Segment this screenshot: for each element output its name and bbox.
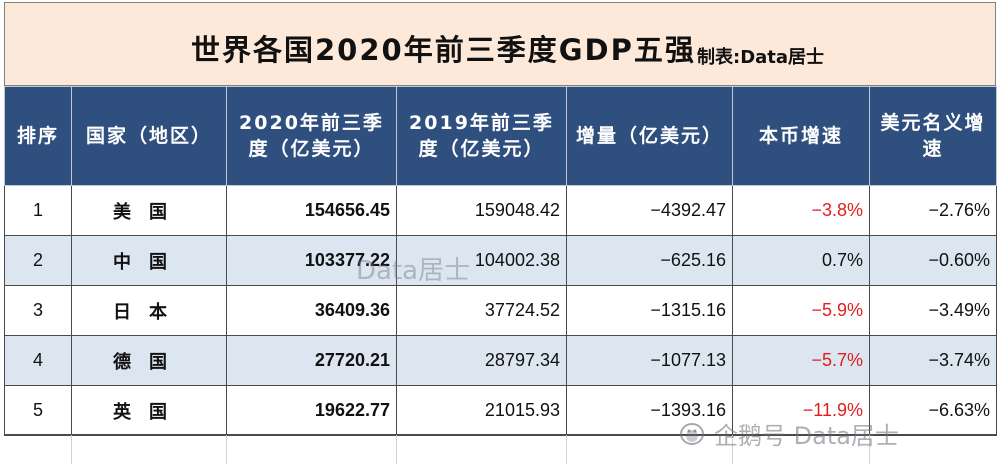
header-row: 排序 国家（地区） 2020年前三季度（亿美元） 2019年前三季度（亿美元） … [4,86,997,186]
rank-cell: 5 [4,385,72,436]
header-rank: 排序 [4,86,72,186]
gdp-2020-cell: 154656.45 [226,185,397,236]
table-row: 5 英国 19622.77 21015.93 −1393.16 −11.9% −… [4,385,997,436]
increase-cell: −1393.16 [566,385,733,436]
local-growth-cell: 0.7% [732,235,870,286]
usd-growth-cell: −2.76% [869,185,997,236]
usd-growth-cell: −6.63% [869,385,997,436]
country-cell: 德国 [71,335,227,386]
author-credit: 制表:Data居士 [697,47,825,68]
watermark: Data居士 [356,256,471,286]
footer-watermark-text: 企鹅号 Data居士 [714,422,899,450]
penguin-logo-icon [680,422,704,445]
grid-line [566,435,567,464]
table-row: 1 美国 154656.45 159048.42 −4392.47 −3.8% … [4,185,997,236]
header-local-growth: 本币增速 [732,86,870,186]
header-country: 国家（地区） [71,86,227,186]
gdp-2020-cell: 103377.22 [226,235,397,286]
header-usd-growth: 美元名义增速 [869,86,997,186]
header-gdp-2019: 2019年前三季度（亿美元） [396,86,567,186]
increase-cell: −4392.47 [566,185,733,236]
grid-line [226,435,227,464]
rank-cell: 4 [4,335,72,386]
header-gdp-2020: 2020年前三季度（亿美元） [226,86,397,186]
table-row: 3 日本 36409.36 37724.52 −1315.16 −5.9% −3… [4,285,997,336]
table-row: 4 德国 27720.21 28797.34 −1077.13 −5.7% −3… [4,335,997,386]
gdp-2020-cell: 36409.36 [226,285,397,336]
grid-line [732,435,733,464]
usd-growth-cell: −3.49% [869,285,997,336]
rank-cell: 2 [4,235,72,286]
table-row: 2 中国 103377.22 104002.38 −625.16 0.7% −0… [4,235,997,286]
usd-growth-cell: −0.60% [869,235,997,286]
country-cell: 英国 [71,385,227,436]
local-growth-cell: −5.7% [732,335,870,386]
gdp-table: 排序 国家（地区） 2020年前三季度（亿美元） 2019年前三季度（亿美元） … [4,86,997,436]
rank-cell: 3 [4,285,72,336]
gdp-2019-cell: 37724.52 [396,285,567,336]
grid-line [869,435,870,464]
increase-cell: −1315.16 [566,285,733,336]
header-increase: 增量（亿美元） [566,86,733,186]
table-title: 世界各国2020年前三季度GDP五强 [191,33,696,67]
gdp-2019-cell: 21015.93 [396,385,567,436]
footer-watermark: 企鹅号 Data居士 [678,416,899,451]
country-cell: 美国 [71,185,227,236]
gdp-2020-cell: 27720.21 [226,335,397,386]
increase-cell: −1077.13 [566,335,733,386]
gdp-2020-cell: 19622.77 [226,385,397,436]
gdp-2019-cell: 28797.34 [396,335,567,386]
empty-grid-row [4,434,996,464]
local-growth-cell: −11.9% [732,385,870,436]
grid-line [396,435,397,464]
country-cell: 中国 [71,235,227,286]
increase-cell: −625.16 [566,235,733,286]
usd-growth-cell: −3.74% [869,335,997,386]
gdp-2019-cell: 159048.42 [396,185,567,236]
title-bar: 世界各国2020年前三季度GDP五强 制表:Data居士 [4,2,996,86]
grid-line [71,435,72,464]
rank-cell: 1 [4,185,72,236]
local-growth-cell: −5.9% [732,285,870,336]
local-growth-cell: −3.8% [732,185,870,236]
country-cell: 日本 [71,285,227,336]
